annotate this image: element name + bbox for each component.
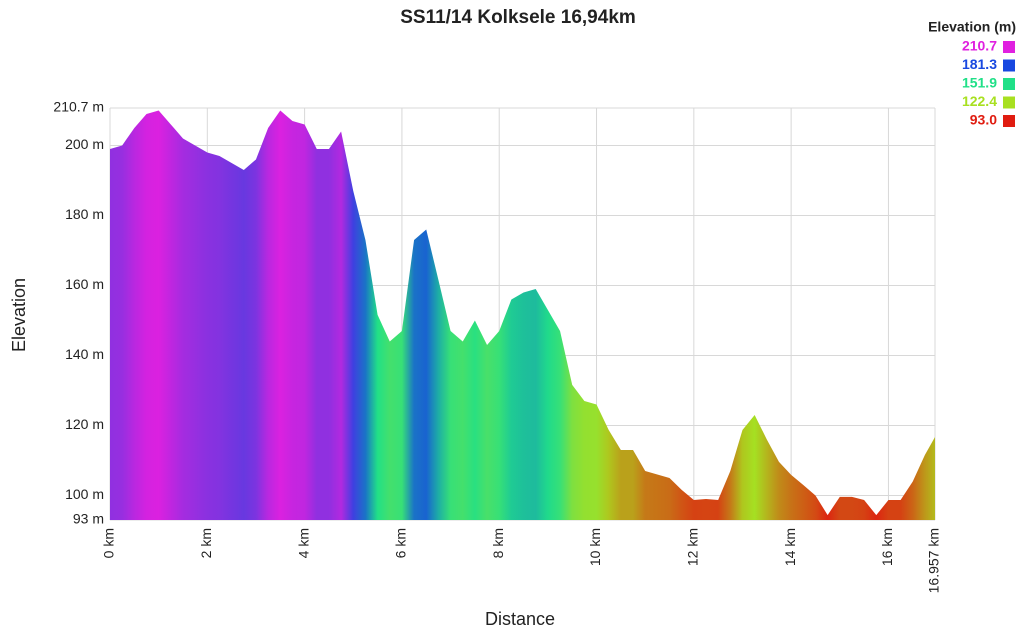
legend-swatch	[1003, 78, 1015, 90]
y-tick-label: 140 m	[65, 346, 104, 362]
legend-swatch	[1003, 59, 1015, 72]
x-tick-label: 8 km	[490, 528, 506, 558]
elevation-area	[110, 110, 935, 520]
x-tick-label: 4 km	[295, 528, 311, 558]
x-tick-label: 16 km	[879, 528, 895, 566]
y-axis-title: Elevation	[9, 278, 29, 352]
legend-swatch	[1003, 115, 1015, 127]
legend-swatch	[1003, 96, 1015, 109]
legend-label: 122.4	[962, 93, 997, 109]
x-tick-label: 14 km	[782, 528, 798, 566]
y-tick-label: 210.7 m	[53, 99, 104, 115]
x-tick-label: 6 km	[393, 528, 409, 558]
x-tick-label: 0 km	[101, 528, 117, 558]
legend-swatch	[1003, 41, 1015, 53]
x-tick-label: 2 km	[198, 528, 214, 558]
chart-title: SS11/14 Kolksele 16,94km	[400, 7, 636, 28]
legend-label: 210.7	[962, 38, 997, 54]
y-tick-label: 180 m	[65, 206, 104, 222]
legend-label: 151.9	[962, 75, 997, 91]
y-tick-label: 160 m	[65, 276, 104, 292]
x-tick-label: 10 km	[587, 528, 603, 566]
y-tick-label: 120 m	[65, 416, 104, 432]
x-tick-label: 12 km	[685, 528, 701, 566]
y-tick-label: 100 m	[65, 486, 104, 502]
legend-title: Elevation (m)	[928, 19, 1016, 35]
legend-label: 181.3	[962, 56, 997, 72]
x-axis-title: Distance	[485, 609, 555, 629]
y-tick-label: 93 m	[73, 511, 104, 527]
y-tick-label: 200 m	[65, 136, 104, 152]
legend-label: 93.0	[970, 112, 997, 128]
x-tick-label: 16.957 km	[926, 528, 942, 593]
